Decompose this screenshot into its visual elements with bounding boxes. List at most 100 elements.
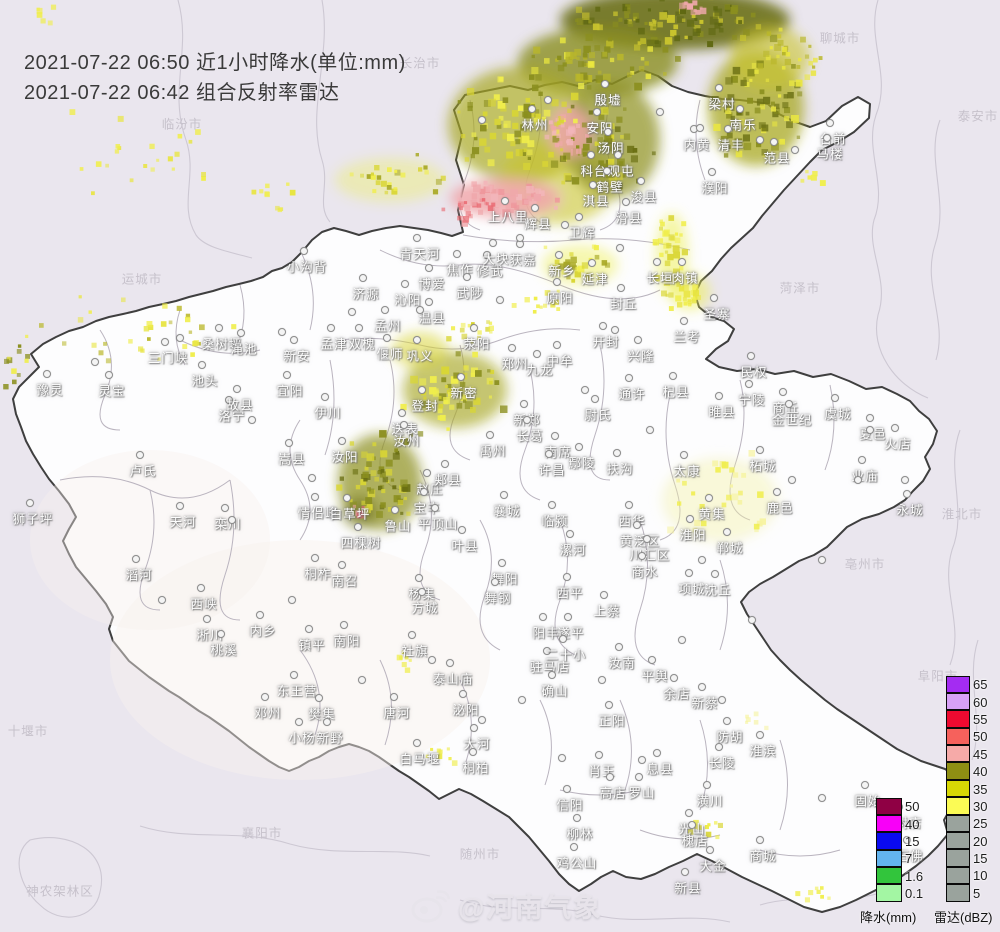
region-label: 社旗: [401, 644, 429, 659]
region-label: 双槐: [348, 337, 376, 352]
legend-value: 40: [973, 764, 988, 780]
region-label: 伊川: [314, 406, 342, 421]
region-label: 汝州: [393, 434, 421, 449]
neighbor-borders: [18, 0, 979, 923]
region-label: 罗山: [628, 786, 656, 801]
station-dot: [723, 528, 731, 536]
region-label: 西华: [618, 514, 646, 529]
station-dot: [459, 690, 467, 698]
region-label: 高店: [599, 786, 627, 801]
outside-city-label: 运城市: [121, 272, 163, 287]
region-label: 三门峡: [147, 351, 189, 366]
station-dot: [496, 296, 504, 304]
station-dot: [823, 134, 831, 142]
station-dot: [431, 504, 439, 512]
station-dot: [548, 671, 556, 679]
station-dot: [518, 696, 526, 704]
region-label: 杞县: [662, 385, 690, 400]
region-label: 送表: [391, 422, 419, 437]
station-dot: [611, 326, 619, 334]
station-dot: [425, 264, 433, 272]
region-label: 观屯: [607, 164, 635, 179]
station-dot: [416, 306, 424, 314]
station-dot: [428, 656, 436, 664]
region-label: 卢氏: [129, 464, 157, 479]
region-label: 驻马店: [529, 660, 571, 675]
legend-swatch: [876, 884, 902, 902]
region-label: 火店: [884, 437, 912, 452]
region-label: 西平: [556, 586, 584, 601]
legend-value: 65: [973, 677, 988, 693]
legend-item: 40: [946, 762, 993, 780]
station-dot: [415, 574, 423, 582]
station-dot: [613, 449, 621, 457]
station-dot: [685, 569, 693, 577]
region-label: 方城: [411, 601, 439, 616]
region-label: 殷墟: [594, 93, 622, 108]
station-dot: [711, 570, 719, 578]
station-dot: [670, 674, 678, 682]
region-label: 镇平: [298, 638, 326, 653]
region-label: 郏县: [434, 473, 462, 488]
station-dot: [543, 647, 551, 655]
station-dot: [408, 631, 416, 639]
station-dot: [305, 625, 313, 633]
legend-value: 45: [973, 746, 988, 762]
region-label: 鸡公山: [556, 856, 598, 871]
station-dot: [545, 450, 553, 458]
region-label: 白草坪: [329, 507, 371, 522]
region-label: 邓州: [254, 706, 282, 721]
station-dot: [26, 499, 34, 507]
station-dot: [391, 506, 399, 514]
legend-item: 10: [946, 866, 993, 885]
station-dot: [736, 105, 744, 113]
region-label: 潢川: [696, 794, 724, 809]
station-dot: [158, 596, 166, 604]
station-dot: [685, 809, 693, 817]
station-dot: [622, 198, 630, 206]
station-dot: [866, 426, 874, 434]
legend-swatch: [876, 814, 902, 833]
station-dot: [598, 676, 606, 684]
station-dot: [715, 84, 723, 92]
region-label: 桑树坪: [201, 337, 243, 352]
station-dot: [599, 322, 607, 330]
station-dot: [501, 197, 509, 205]
region-label: 济源: [352, 287, 380, 302]
region-label: 卫辉: [568, 226, 596, 241]
region-label: 石佛: [896, 849, 924, 864]
station-dot: [756, 446, 764, 454]
region-label: 民权: [740, 365, 768, 380]
region-label: 鲁山: [384, 519, 412, 534]
station-dot: [237, 329, 245, 337]
station-dot: [469, 748, 477, 756]
station-dot: [553, 278, 561, 286]
station-dot: [615, 643, 623, 651]
station-dot: [680, 317, 688, 325]
region-label: 豫灵: [36, 383, 64, 398]
region-label: 柘城: [749, 459, 777, 474]
station-dot: [381, 306, 389, 314]
station-dot: [866, 414, 874, 422]
station-dot: [595, 751, 603, 759]
region-label: 尉氏: [584, 408, 612, 423]
station-dot: [283, 371, 291, 379]
station-dot: [340, 621, 348, 629]
legend-value: 40: [905, 816, 920, 832]
station-dot: [453, 250, 461, 258]
station-dot: [710, 294, 718, 302]
watermark-text: @河南气象: [458, 893, 603, 923]
legend-swatch: [876, 867, 902, 885]
region-label: 长葛: [516, 429, 544, 444]
legend-swatch: [946, 866, 970, 885]
station-dot: [136, 451, 144, 459]
station-dot: [548, 501, 556, 509]
station-dot: [553, 341, 561, 349]
title-block: 2021-07-22 06:50 近1小时降水(单位:mm) 2021-07-2…: [24, 48, 406, 108]
station-dot: [551, 432, 559, 440]
region-label: 虞城: [824, 407, 852, 422]
station-dot: [638, 552, 646, 560]
region-label: 汝南: [608, 656, 636, 671]
legend-swatch: [946, 884, 970, 902]
station-dot: [483, 251, 491, 259]
